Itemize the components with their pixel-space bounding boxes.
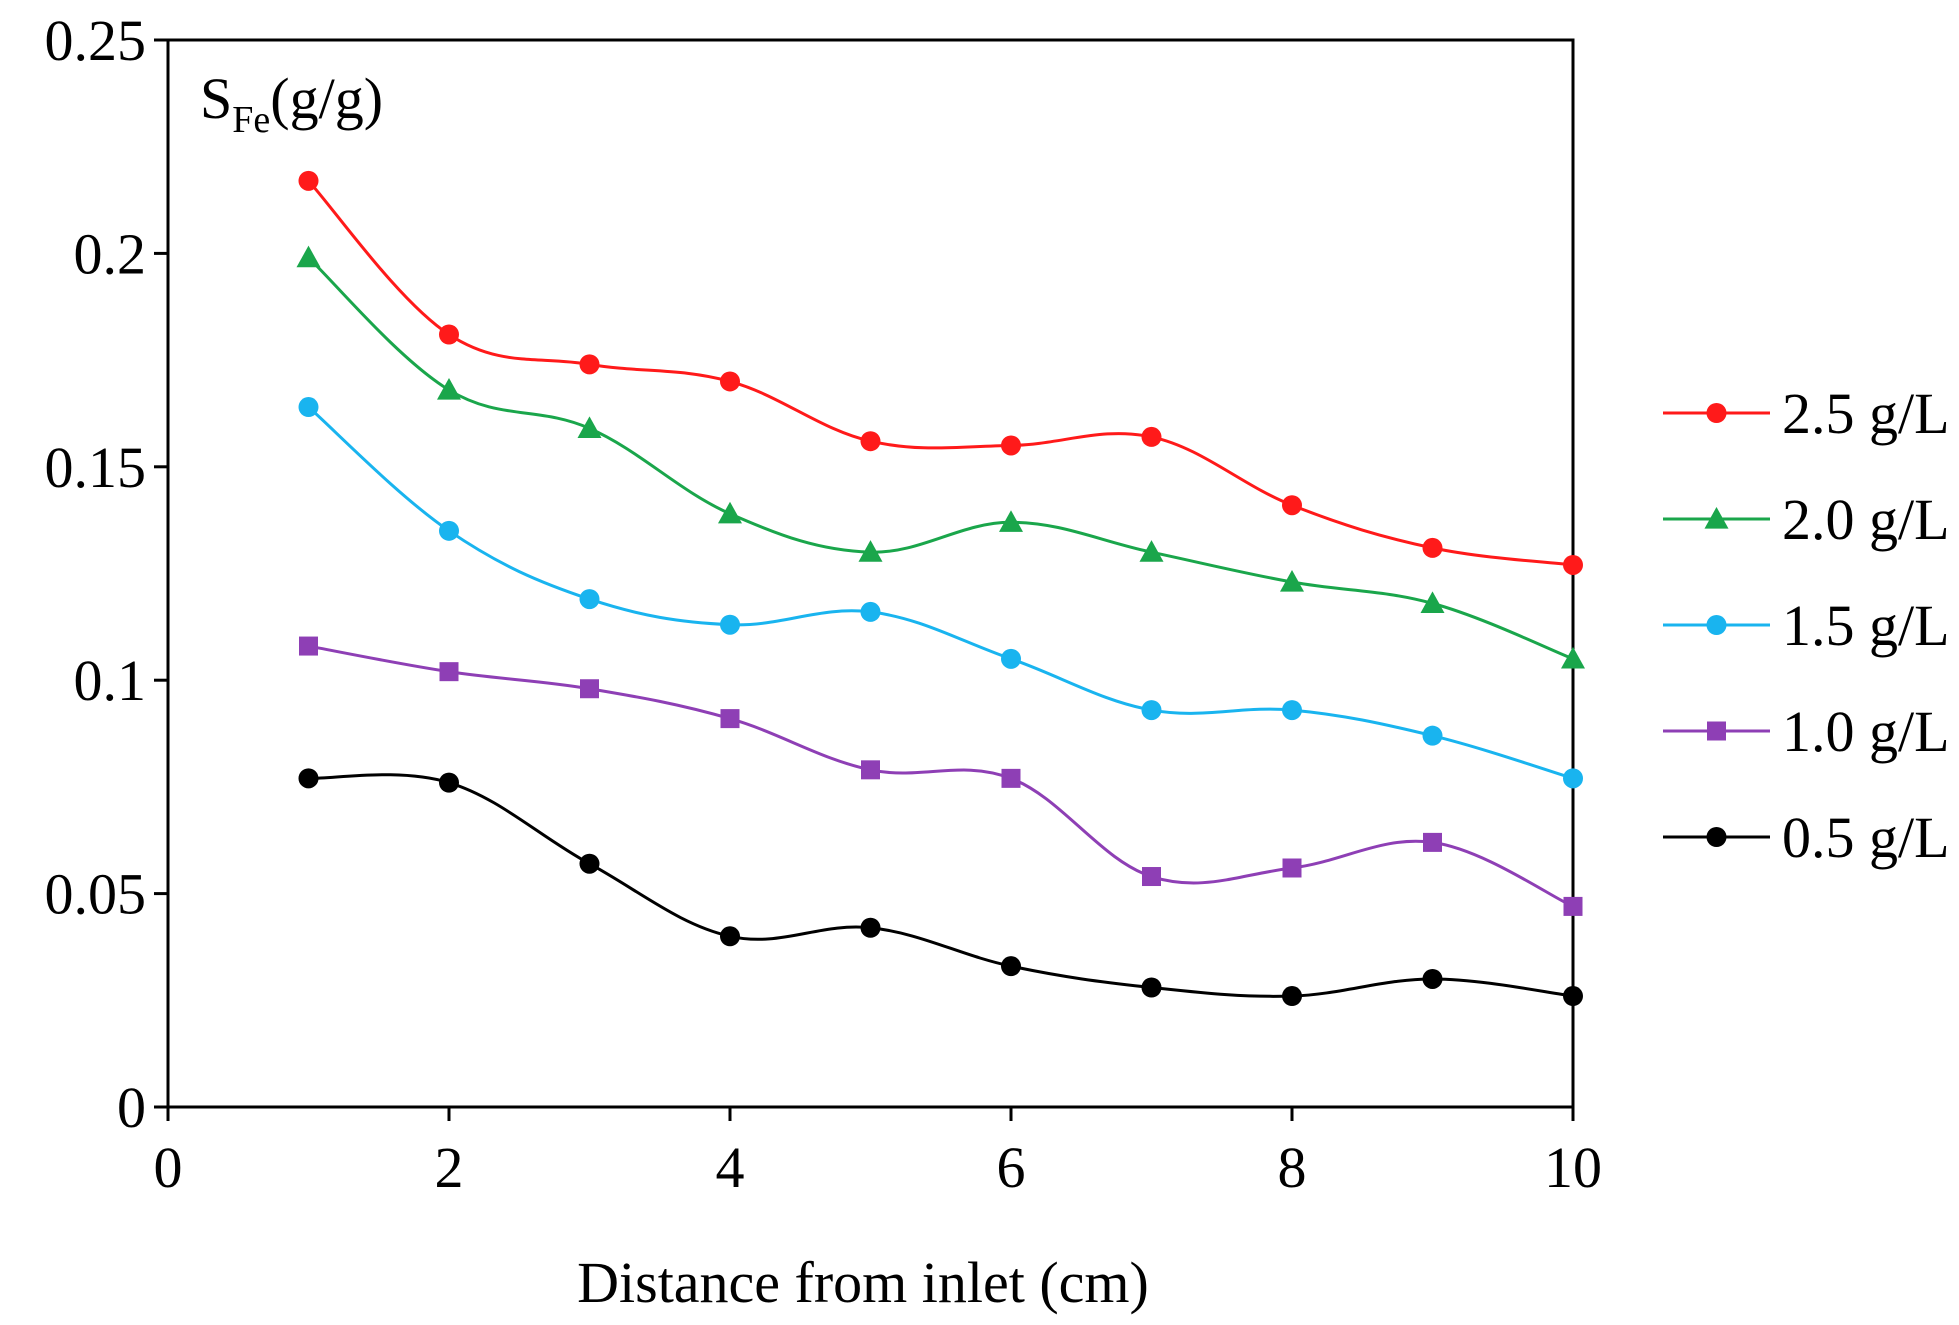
data-point bbox=[579, 354, 600, 375]
legend-item: 0.5 g/L bbox=[1663, 805, 1950, 870]
data-point bbox=[1422, 725, 1443, 746]
data-point bbox=[298, 397, 319, 418]
data-point bbox=[1001, 435, 1021, 456]
legend-label: 2.5 g/L bbox=[1782, 381, 1950, 446]
data-point bbox=[720, 926, 740, 947]
series-line bbox=[307, 405, 1574, 780]
legend-label: 0.5 g/L bbox=[1782, 805, 1950, 870]
data-point bbox=[860, 917, 881, 938]
data-point bbox=[1282, 700, 1302, 721]
legend-label: 2.0 g/L bbox=[1782, 487, 1950, 552]
data-point bbox=[1001, 956, 1021, 977]
legend-marker bbox=[1704, 507, 1729, 529]
data-point bbox=[1423, 832, 1442, 852]
x-tick-label: 10 bbox=[1544, 1135, 1602, 1200]
legend-marker bbox=[1706, 827, 1727, 847]
y-tick-label: 0.15 bbox=[45, 435, 147, 500]
x-tick-label: 4 bbox=[716, 1135, 745, 1200]
data-point bbox=[579, 589, 600, 610]
data-point bbox=[1422, 968, 1443, 989]
data-point bbox=[1280, 570, 1304, 592]
legend-marker bbox=[1706, 403, 1727, 423]
data-point bbox=[1563, 768, 1583, 789]
y-tick-label: 0.25 bbox=[45, 8, 147, 73]
data-point bbox=[439, 662, 459, 682]
data-point bbox=[437, 377, 461, 400]
data-point bbox=[1001, 648, 1021, 669]
data-point bbox=[299, 636, 318, 656]
data-point bbox=[1141, 700, 1162, 721]
data-point bbox=[1563, 554, 1583, 575]
y-tick-label: 0.1 bbox=[74, 648, 147, 713]
data-point bbox=[1141, 426, 1162, 447]
series-2-5-g-l bbox=[298, 170, 1583, 575]
y-tick-label: 0.05 bbox=[45, 862, 147, 927]
data-point bbox=[439, 772, 459, 793]
data-point bbox=[577, 416, 602, 438]
data-point bbox=[999, 510, 1023, 532]
data-point bbox=[858, 540, 883, 562]
x-axis-title: Distance from inlet (cm) bbox=[577, 1250, 1149, 1315]
data-point bbox=[718, 501, 742, 524]
y-axis-title-unit: (g/g) bbox=[270, 66, 383, 131]
legend-label: 1.5 g/L bbox=[1782, 593, 1950, 658]
x-tick-label: 0 bbox=[154, 1135, 183, 1200]
data-point bbox=[860, 431, 881, 452]
series-layer bbox=[296, 170, 1585, 1007]
y-axis-title: SFe(g/g) bbox=[200, 66, 383, 141]
data-point bbox=[439, 324, 459, 345]
legend-label: 1.0 g/L bbox=[1782, 699, 1950, 764]
data-point bbox=[1282, 495, 1302, 516]
data-point bbox=[1139, 540, 1164, 562]
series-line bbox=[308, 644, 1574, 908]
data-point bbox=[439, 520, 459, 541]
y-axis: 0 0.05 0.1 0.15 0.2 0.25 bbox=[45, 8, 168, 1140]
x-tick-label: 6 bbox=[997, 1135, 1026, 1200]
series-0-5-g-l bbox=[298, 768, 1583, 1007]
data-point bbox=[720, 709, 740, 729]
series-line bbox=[308, 773, 1574, 998]
series-line bbox=[307, 256, 1574, 661]
data-point bbox=[860, 601, 881, 622]
y-tick-label: 0.2 bbox=[74, 221, 147, 286]
legend-item: 1.5 g/L bbox=[1663, 593, 1950, 658]
y-tick-label: 0 bbox=[117, 1075, 146, 1140]
data-point bbox=[1422, 537, 1443, 558]
data-point bbox=[1001, 768, 1021, 788]
plot-frame bbox=[166, 38, 1575, 1109]
legend-item: 2.0 g/L bbox=[1663, 487, 1950, 552]
data-point bbox=[1141, 977, 1162, 998]
y-axis-title-main: S bbox=[200, 66, 232, 131]
data-point bbox=[1563, 986, 1583, 1007]
y-axis-title-subscript: Fe bbox=[232, 99, 270, 141]
data-point bbox=[579, 853, 600, 874]
legend-marker bbox=[1706, 615, 1727, 635]
data-point bbox=[1420, 591, 1445, 613]
legend: 2.5 g/L 2.0 g/L 1.5 g/L 1.0 g/L 0.5 g/L bbox=[1663, 381, 1950, 870]
data-point bbox=[1563, 896, 1583, 916]
data-point bbox=[1142, 867, 1161, 887]
data-point bbox=[298, 170, 319, 191]
legend-item: 2.5 g/L bbox=[1663, 381, 1950, 446]
data-point bbox=[1282, 858, 1302, 878]
data-point bbox=[1282, 986, 1302, 1007]
data-point bbox=[720, 614, 740, 635]
series-2-0-g-l bbox=[296, 245, 1585, 669]
data-point bbox=[1561, 646, 1585, 669]
series-1-5-g-l bbox=[298, 397, 1583, 789]
data-point bbox=[580, 679, 599, 699]
legend-marker bbox=[1707, 721, 1726, 741]
x-tick-label: 8 bbox=[1278, 1135, 1307, 1200]
data-point bbox=[298, 768, 319, 789]
data-point bbox=[720, 371, 740, 392]
series-line bbox=[307, 179, 1574, 567]
data-point bbox=[861, 760, 880, 780]
data-point bbox=[296, 245, 321, 268]
x-tick-label: 2 bbox=[435, 1135, 464, 1200]
legend-item: 1.0 g/L bbox=[1663, 699, 1950, 764]
series-1-0-g-l bbox=[299, 636, 1583, 916]
x-axis: 0 2 4 6 8 10 bbox=[154, 1107, 1602, 1200]
